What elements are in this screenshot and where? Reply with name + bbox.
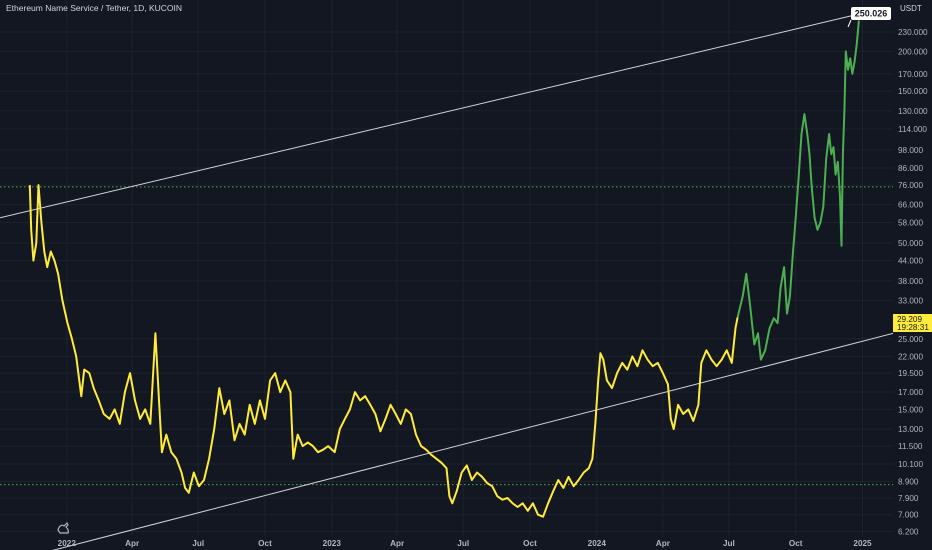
x-tick-label: Apr xyxy=(656,539,671,548)
channel-line-upper xyxy=(0,9,877,219)
y-tick-label: 86.000 xyxy=(898,164,923,173)
y-tick-label: 76.000 xyxy=(898,181,923,190)
candle-countdown: 19:28:31 xyxy=(897,323,929,332)
tradingview-logo-icon xyxy=(57,521,69,534)
callout-box xyxy=(851,7,891,20)
price-tag-background xyxy=(893,314,932,332)
x-tick-label: Oct xyxy=(258,539,272,548)
y-tick-label: 7.000 xyxy=(898,511,919,520)
x-tick-label: Jul xyxy=(723,539,735,548)
x-tick-label: Jul xyxy=(192,539,204,548)
x-tick-label: Apr xyxy=(125,539,140,548)
y-tick-label: 11.500 xyxy=(898,442,923,451)
y-tick-label: 15.000 xyxy=(898,405,923,414)
y-tick-label: 66.000 xyxy=(898,201,923,210)
horizontal-levels xyxy=(0,186,893,486)
y-tick-label: 6.200 xyxy=(898,527,919,536)
current-price: 29.209 xyxy=(897,315,922,324)
y-tick-label: 19.500 xyxy=(898,369,923,378)
x-tick-label: Oct xyxy=(789,539,803,548)
price-line-series-1 xyxy=(28,184,739,518)
current-price-tag[interactable]: 29.209 19:28:31 xyxy=(893,314,932,332)
x-tick-label: Apr xyxy=(390,539,405,548)
y-tick-label: 7.900 xyxy=(898,494,919,503)
x-tick-label: 2023 xyxy=(323,539,342,548)
y-tick-label: 44.000 xyxy=(898,257,923,266)
y-axis: 230.000 200.000 170.000 150.000 130.000 114.0… xyxy=(898,28,928,536)
y-tick-label: 8.900 xyxy=(898,478,919,487)
unit-label: USDT xyxy=(900,4,922,13)
chart-title: Ethereum Name Service / Tether, 1D, KUCO… xyxy=(6,3,182,13)
x-tick-label: Jul xyxy=(457,539,469,548)
grid xyxy=(0,0,893,536)
y-tick-label: 33.000 xyxy=(898,296,923,305)
y-tick-label: 10.100 xyxy=(898,460,923,469)
callout-leader-line xyxy=(847,19,852,28)
x-tick-label: 2025 xyxy=(853,539,872,548)
y-tick-label: 22.000 xyxy=(898,352,923,361)
y-tick-label: 170.000 xyxy=(898,70,928,79)
x-axis: 2022 Apr Jul Oct 2023 Apr Jul Oct 2024 Apr Jul Oct 2… xyxy=(58,539,872,548)
y-tick-label: 130.000 xyxy=(898,107,928,116)
price-line-series-2 xyxy=(736,20,860,361)
y-tick-label: 200.000 xyxy=(898,47,928,56)
price-series xyxy=(28,20,860,518)
y-tick-label: 13.000 xyxy=(898,425,923,434)
channel-line-lower xyxy=(52,332,894,550)
x-tick-label: 2024 xyxy=(588,539,607,548)
y-tick-label: 150.000 xyxy=(898,87,928,96)
callout-value: 250.026 xyxy=(855,9,888,19)
channel-lines xyxy=(0,9,894,550)
y-tick-label: 114.000 xyxy=(898,125,927,134)
y-tick-label: 25.000 xyxy=(898,335,923,344)
peak-callout[interactable]: 250.026 xyxy=(847,7,891,28)
x-tick-label: Oct xyxy=(523,539,537,548)
y-tick-label: 38.000 xyxy=(898,277,923,286)
y-tick-label: 58.000 xyxy=(898,218,923,227)
y-tick-label: 98.000 xyxy=(898,146,923,155)
x-tick-label: 2022 xyxy=(58,539,77,548)
y-tick-label: 230.000 xyxy=(898,28,928,37)
y-tick-label: 17.000 xyxy=(898,388,923,397)
y-tick-label: 50.000 xyxy=(898,239,923,248)
